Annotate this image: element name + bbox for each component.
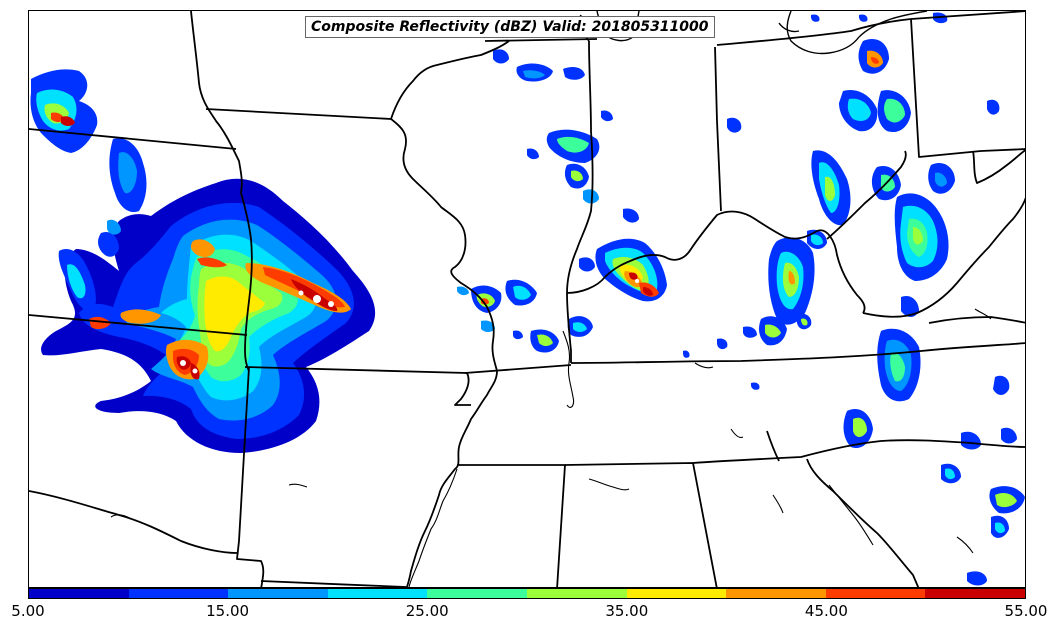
state-borders bbox=[29, 11, 1025, 587]
colorbar-segment bbox=[327, 589, 428, 598]
border-tn-south bbox=[464, 364, 572, 374]
border-ks-mo bbox=[240, 192, 253, 372]
border-mo-east-mississippi bbox=[390, 118, 498, 587]
colorbar-segment bbox=[228, 589, 328, 598]
colorbar-segment bbox=[29, 589, 129, 598]
echo-cluster-west bbox=[41, 178, 376, 453]
tennessee-river bbox=[730, 428, 744, 439]
colorbar-segment bbox=[427, 589, 527, 598]
colorbar-tick-label: 15.00 bbox=[206, 602, 250, 620]
border-pa-wv bbox=[910, 18, 1025, 158]
rivers-coastlines bbox=[110, 308, 992, 587]
map-frame bbox=[28, 10, 1026, 588]
echo-cluster-kentucky bbox=[579, 238, 667, 302]
border-ks-mo-north bbox=[29, 128, 237, 150]
border-ne-ks-northwest bbox=[190, 11, 243, 194]
lake-texoma bbox=[288, 483, 308, 488]
border-tn-north bbox=[570, 342, 1025, 364]
mississippi-delta bbox=[408, 468, 458, 587]
colorbar-tick-label: 25.00 bbox=[405, 602, 449, 620]
border-ky-river bbox=[566, 210, 866, 314]
lake-erie-shore bbox=[858, 11, 928, 38]
colorbar-segment bbox=[925, 589, 1025, 598]
border-ok-ar bbox=[236, 366, 265, 587]
colorbar-tick-label: 5.00 bbox=[11, 602, 45, 620]
border-ohio-river-east bbox=[972, 149, 1025, 184]
map-title: Composite Reflectivity (dBZ) Valid: 2018… bbox=[305, 16, 715, 38]
border-in-oh bbox=[714, 46, 722, 212]
border-ms-al bbox=[564, 462, 718, 587]
border-tx-ok-south bbox=[260, 580, 407, 587]
savannah-river bbox=[828, 484, 874, 546]
lake-guntersville bbox=[588, 478, 630, 491]
colorbar-segment bbox=[825, 589, 926, 598]
map-svg bbox=[29, 11, 1025, 587]
border-wv-oh bbox=[826, 150, 907, 240]
colorbar-tick-label: 45.00 bbox=[804, 602, 848, 620]
border-il-in bbox=[566, 40, 594, 363]
border-wi-il bbox=[484, 38, 598, 42]
border-ia-mn bbox=[390, 40, 510, 120]
radar-echoes bbox=[30, 12, 1025, 586]
echo-cells-east bbox=[683, 12, 1025, 586]
chesapeake-area bbox=[974, 308, 992, 320]
colorbar-tick-label: 55.00 bbox=[1004, 602, 1048, 620]
border-mo-ar bbox=[244, 366, 471, 406]
colorbar-segment bbox=[526, 589, 627, 598]
colorbar bbox=[28, 588, 1026, 599]
colorbar-segment bbox=[726, 589, 826, 598]
colorbar-segment bbox=[128, 589, 229, 598]
lake-erie-west bbox=[786, 11, 860, 55]
lake-st-clair bbox=[778, 22, 800, 33]
kentucky-lake bbox=[694, 362, 714, 369]
border-ga-al bbox=[766, 430, 780, 462]
border-ks-ok bbox=[29, 314, 248, 336]
coastal-marsh bbox=[956, 536, 974, 554]
echo-cells-indiana bbox=[484, 21, 639, 223]
lake-lanier bbox=[772, 494, 784, 514]
echo-cluster-northwest bbox=[30, 69, 147, 213]
lake-ouachita bbox=[110, 514, 132, 520]
border-ky-va bbox=[862, 197, 1025, 318]
border-tn-nc bbox=[692, 439, 1025, 464]
border-mi-oh bbox=[716, 11, 1025, 46]
colorbar-segment bbox=[626, 589, 727, 598]
echo-cells-central bbox=[457, 279, 593, 353]
border-va-nc-east bbox=[928, 316, 1025, 324]
echo-cells-west-scattered bbox=[58, 219, 121, 312]
mississippi-lower-squiggle bbox=[562, 330, 575, 408]
border-mo-ia bbox=[205, 108, 392, 120]
border-ar-tx bbox=[29, 490, 238, 554]
colorbar-tick-label: 35.00 bbox=[605, 602, 649, 620]
border-ga-sc bbox=[806, 458, 920, 587]
border-ms-la bbox=[457, 464, 566, 587]
